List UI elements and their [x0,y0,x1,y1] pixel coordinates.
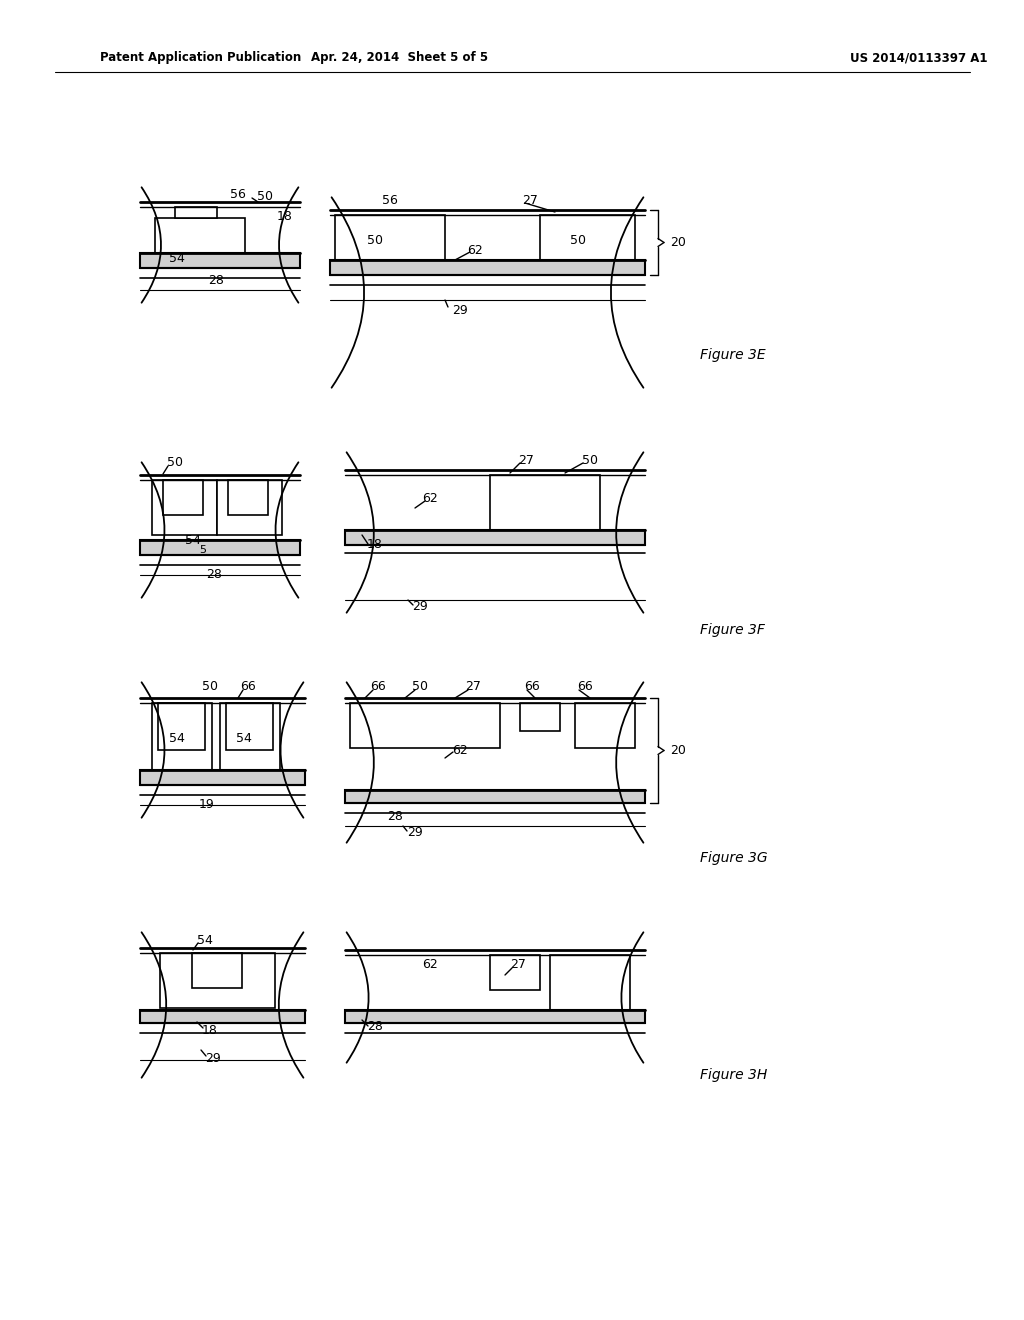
Bar [345,931,645,1065]
Text: Figure 3E: Figure 3E [700,348,766,362]
Bar [330,260,645,275]
Text: 19: 19 [199,799,215,812]
Bar [140,1010,305,1023]
Bar [345,680,645,845]
Bar [152,480,217,535]
Bar [226,704,273,750]
Text: Apr. 24, 2014  Sheet 5 of 5: Apr. 24, 2014 Sheet 5 of 5 [311,51,488,65]
Bar [490,954,540,990]
Text: 54: 54 [185,533,201,546]
Bar [520,704,560,731]
Bar [140,253,300,268]
Text: 54: 54 [169,731,185,744]
Bar [540,215,635,260]
Text: 29: 29 [205,1052,221,1064]
Text: Figure 3G: Figure 3G [700,851,768,865]
Bar [345,1010,645,1023]
Bar [140,770,305,785]
Bar [550,954,630,1010]
Bar [193,953,242,987]
Text: 54: 54 [197,933,213,946]
Text: 28: 28 [208,273,224,286]
Text: 50: 50 [412,680,428,693]
Text: 62: 62 [453,743,468,756]
Text: 28: 28 [367,1020,383,1034]
Bar [345,450,645,615]
Bar [152,704,212,770]
Text: 50: 50 [202,680,218,693]
Text: 18: 18 [278,210,293,223]
Bar [350,704,500,748]
Text: 27: 27 [522,194,538,206]
Text: 27: 27 [510,958,526,972]
Text: 62: 62 [422,958,438,972]
Text: 29: 29 [412,601,428,614]
Text: 50: 50 [167,457,183,470]
Bar [490,475,600,531]
Text: 29: 29 [453,304,468,317]
Text: 56: 56 [230,187,246,201]
Text: 50: 50 [257,190,273,203]
Text: 18: 18 [367,539,383,552]
Bar [175,207,217,218]
Bar [140,459,300,601]
Text: 66: 66 [578,680,593,693]
Bar [575,704,635,748]
Bar [345,789,645,803]
Text: 62: 62 [467,243,483,256]
Text: 50: 50 [582,454,598,466]
Bar [335,215,445,260]
Text: 56: 56 [382,194,398,206]
Text: 27: 27 [518,454,534,466]
Bar [140,540,300,554]
Bar [228,480,268,515]
Text: Figure 3F: Figure 3F [700,623,765,638]
Text: 66: 66 [240,680,256,693]
Bar [220,704,280,770]
Text: 18: 18 [202,1023,218,1036]
Text: 28: 28 [206,569,222,582]
Text: 28: 28 [387,809,402,822]
Text: 66: 66 [370,680,386,693]
Text: 5: 5 [200,545,207,554]
Text: Figure 3H: Figure 3H [700,1068,767,1082]
Bar [160,953,275,1008]
Bar [140,931,305,1080]
Bar [163,480,203,515]
Bar [158,704,205,750]
Text: 54: 54 [169,252,185,264]
Text: 20: 20 [670,744,686,756]
Text: 66: 66 [524,680,540,693]
Bar [140,680,305,820]
Bar [330,195,645,389]
Bar [140,185,300,305]
Text: 50: 50 [570,234,586,247]
Bar [217,480,282,535]
Text: 29: 29 [408,826,423,840]
Bar [155,218,245,257]
Text: 54: 54 [237,731,252,744]
Bar [345,531,645,545]
Text: 62: 62 [422,491,438,504]
Text: 50: 50 [367,234,383,247]
Text: 27: 27 [465,680,481,693]
Text: US 2014/0113397 A1: US 2014/0113397 A1 [850,51,987,65]
Text: 20: 20 [670,236,686,249]
Text: Patent Application Publication: Patent Application Publication [100,51,301,65]
